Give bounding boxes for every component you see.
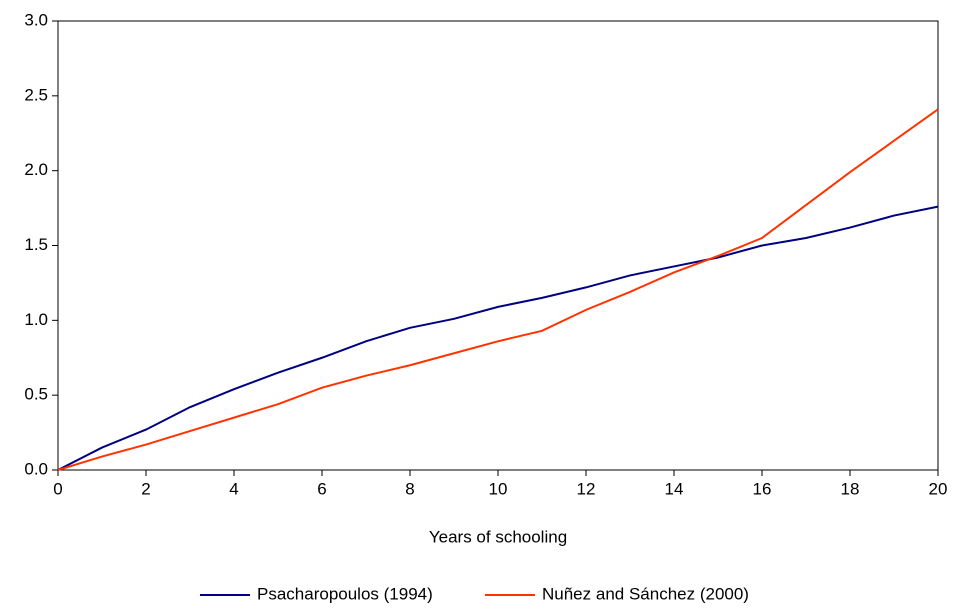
x-tick-label: 16 bbox=[753, 479, 772, 498]
x-tick-label: 0 bbox=[53, 479, 62, 498]
x-tick-label: 12 bbox=[577, 479, 596, 498]
y-tick-label: 3.0 bbox=[24, 10, 48, 29]
series-line bbox=[57, 205, 939, 471]
x-tick-label: 18 bbox=[841, 479, 860, 498]
x-tick-label: 2 bbox=[141, 479, 150, 498]
y-tick-label: 1.0 bbox=[24, 310, 48, 329]
x-axis-label: Years of schooling bbox=[429, 527, 567, 546]
x-tick-label: 8 bbox=[405, 479, 414, 498]
x-tick-label: 4 bbox=[229, 479, 238, 498]
y-tick-label: 1.5 bbox=[24, 235, 48, 254]
series-line bbox=[57, 108, 939, 471]
x-tick-label: 14 bbox=[665, 479, 684, 498]
y-tick-label: 0.0 bbox=[24, 459, 48, 478]
legend-label: Nuñez and Sánchez (2000) bbox=[542, 584, 749, 603]
legend-label: Psacharopoulos (1994) bbox=[257, 584, 433, 603]
y-tick-label: 2.0 bbox=[24, 160, 48, 179]
x-tick-label: 6 bbox=[317, 479, 326, 498]
y-tick-label: 0.5 bbox=[24, 385, 48, 404]
x-tick-label: 10 bbox=[489, 479, 508, 498]
plot-frame bbox=[57, 20, 939, 471]
x-tick-label: 20 bbox=[929, 479, 948, 498]
y-tick-label: 2.5 bbox=[24, 85, 48, 104]
